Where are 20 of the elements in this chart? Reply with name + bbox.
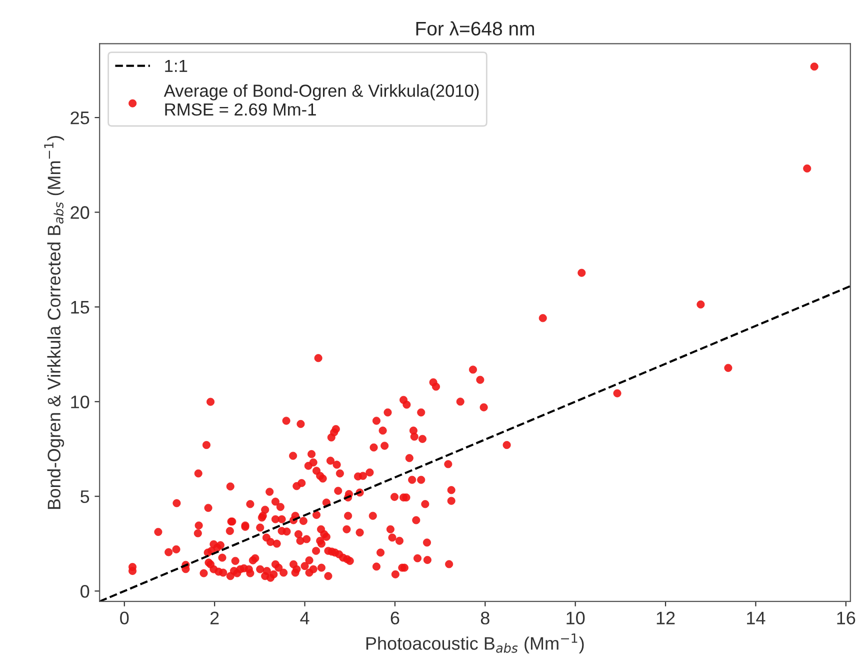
- y-axis-title: Bond-Ogren & Virkkula Corrected B$_{abs}$ (Mm$^{−1}$): [44, 136, 64, 509]
- x-tick-label: 14: [747, 612, 766, 624]
- x-tick-label: 10: [566, 612, 585, 624]
- x-tick-label: 6: [390, 612, 400, 624]
- legend-label: Average of Bond-Ogren & Virkkula(2010) RMSE = 2.69 Mm-1: [164, 84, 479, 116]
- y-tick-label: 0: [80, 584, 90, 598]
- legend-label: 1:1: [165, 60, 188, 72]
- x-tick-label: 2: [210, 612, 219, 624]
- x-tick-label: 8: [480, 612, 490, 624]
- y-tick-label: 15: [71, 301, 90, 314]
- x-tick-label: 4: [300, 612, 310, 624]
- y-tick-label: 10: [71, 396, 90, 408]
- x-tick-label: 0: [120, 612, 129, 624]
- x-tick-label: 16: [837, 612, 856, 624]
- x-tick-label: 12: [656, 612, 675, 624]
- chart-title: For λ=648 nm: [416, 21, 534, 36]
- y-tick-label: 25: [70, 111, 90, 124]
- y-tick-label: 5: [80, 490, 90, 504]
- x-axis-title: Photoacoustic B$_{abs}$ (Mm$^{−1}$): [366, 634, 584, 654]
- y-tick-label: 20: [70, 206, 90, 219]
